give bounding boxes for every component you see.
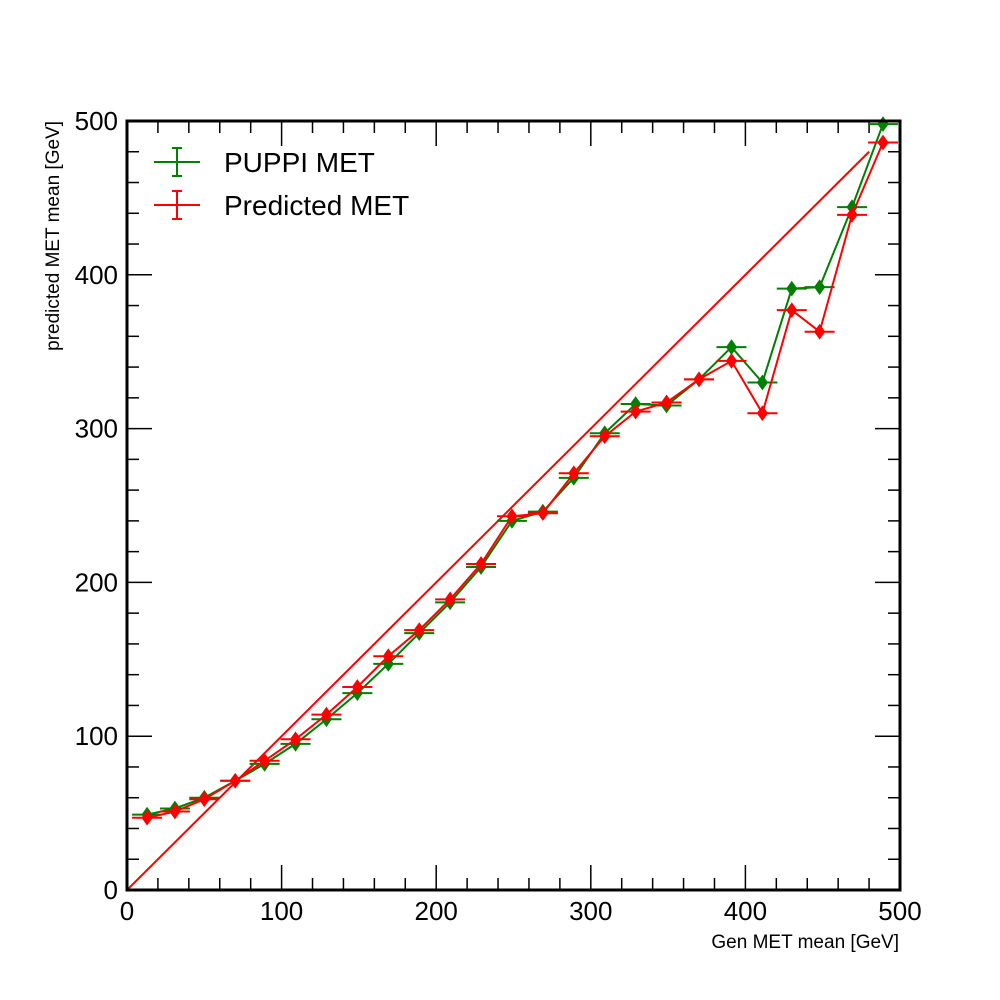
data-point [537, 505, 549, 522]
data-point [693, 371, 705, 388]
data-point [725, 353, 738, 369]
data-point [198, 791, 210, 808]
x-tick-label: 300 [569, 896, 612, 926]
data-point [413, 622, 425, 638]
legend-item: PUPPI MET [154, 147, 375, 178]
data-point [630, 403, 642, 420]
x-tick-label: 500 [878, 896, 921, 926]
data-point [756, 374, 769, 391]
x-tick-label: 100 [260, 896, 303, 926]
data-point [786, 302, 798, 319]
data-point [229, 772, 241, 789]
series-line [146, 123, 884, 816]
x-tick-labels: 0 100 200 300 400 500 [120, 896, 922, 926]
y-tick-label: 400 [75, 260, 118, 290]
data-point [258, 752, 271, 769]
x-tick-label: 200 [415, 896, 458, 926]
data-point [475, 556, 487, 572]
x-minor-ticks [157, 121, 870, 890]
data-point [660, 394, 673, 411]
legend-item: Predicted MET [154, 190, 409, 221]
data-point [289, 731, 302, 748]
legend-label: Predicted MET [224, 190, 409, 221]
x-tick-label: 0 [120, 896, 134, 926]
y-minor-ticks [127, 151, 900, 860]
y-tick-labels: 0 100 200 300 400 500 [75, 106, 118, 905]
x-axis-title: Gen MET mean [GeV] [711, 932, 899, 953]
series-line [146, 142, 884, 819]
data-point [382, 648, 394, 665]
plot-frame [125, 119, 902, 892]
legend: PUPPI MET Predicted MET [154, 147, 409, 221]
data-point [846, 206, 858, 223]
data-point [813, 279, 826, 295]
series-layer [132, 116, 898, 826]
series-predicted-met [132, 134, 898, 826]
data-point [568, 465, 580, 482]
y-tick-label: 100 [75, 721, 118, 751]
y-axis-title: predicted MET mean [GeV] [43, 121, 64, 351]
y-tick-label: 200 [75, 567, 118, 597]
x-tick-label: 400 [724, 896, 767, 926]
series-puppi-met [132, 116, 898, 823]
data-point [756, 405, 769, 422]
data-point [877, 134, 889, 151]
y-tick-label: 500 [75, 106, 118, 136]
data-point [877, 116, 889, 132]
data-point [141, 809, 153, 826]
data-point [599, 428, 611, 445]
y-tick-label: 0 [104, 875, 118, 905]
data-point [506, 508, 518, 525]
data-point [786, 280, 798, 297]
data-point [320, 706, 333, 723]
data-point [351, 679, 363, 695]
y-tick-label: 300 [75, 414, 118, 444]
data-point [813, 323, 826, 340]
data-point [444, 591, 456, 608]
data-point [169, 803, 181, 820]
legend-label: PUPPI MET [224, 147, 375, 178]
